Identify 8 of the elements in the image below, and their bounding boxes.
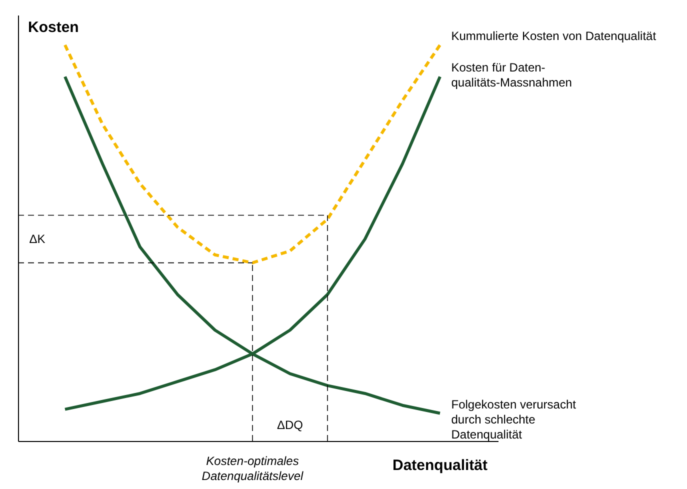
series-label: Kosten für Daten- qualitäts-Massnahmen	[451, 60, 572, 90]
series-label: Folgekosten verursacht durch schlechte Datenqualität	[451, 397, 577, 442]
annotation: ΔDQ	[276, 418, 304, 432]
series-label: Kummulierte Kosten von Datenqualität	[451, 29, 657, 43]
text: Kosten-optimales Datenqualitätslevel	[202, 454, 304, 483]
y-axis-title: Kosten	[28, 19, 79, 36]
text: ΔK	[29, 232, 46, 246]
x-axis-title: Datenqualität	[392, 457, 488, 474]
